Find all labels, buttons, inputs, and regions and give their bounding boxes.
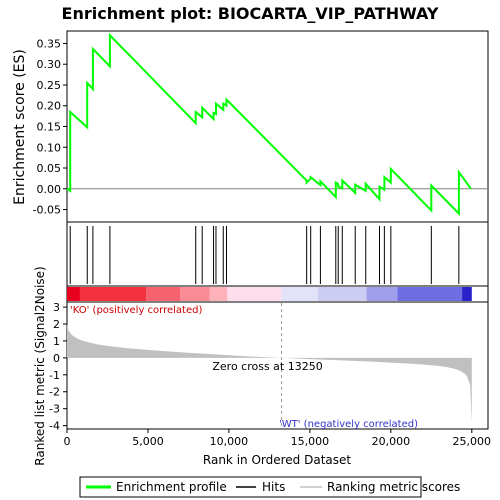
heat-bar-segment [462, 287, 472, 301]
x-axis: 0 5,000 10,000 15,000 20,000 25,000 [64, 429, 492, 448]
es-y-tick-label: 0.30 [37, 58, 62, 71]
metric-y-tick-label: 1 [53, 335, 60, 348]
metric-y-tick-label: -4 [49, 420, 60, 433]
heat-bar [67, 287, 472, 301]
es-y-tick-label: 0.20 [37, 100, 62, 113]
es-panel-frame [66, 30, 489, 223]
x-tick-label: 15,000 [291, 435, 330, 448]
legend-label-enrichment: Enrichment profile [116, 480, 227, 494]
es-y-axis-title: Enrichment score (ES) [12, 49, 28, 205]
es-y-axis: -0.05 0.00 0.05 0.10 0.15 0.20 0.25 0.30 0.35 [33, 37, 67, 217]
positive-label: 'KO' (positively correlated) [70, 305, 202, 316]
zero-cross-label: Zero cross at 13250 [212, 360, 322, 373]
metric-y-tick-label: 0 [53, 352, 60, 365]
hit-markers [69, 226, 460, 284]
metric-y-axis-title: Ranked list metric (Signal2Noise) [33, 266, 47, 465]
negative-label: 'WT' (negatively correlated) [279, 419, 418, 430]
x-tick-label: 5,000 [132, 435, 164, 448]
es-y-tick-label: 0.25 [37, 79, 62, 92]
es-y-tick-label: 0.00 [37, 183, 62, 196]
metric-y-tick-label: -3 [49, 403, 60, 416]
metric-y-tick-label: 3 [53, 301, 60, 314]
metric-y-tick-label: -2 [49, 386, 60, 399]
heat-bar-panel [66, 285, 489, 303]
es-y-tick-label: 0.10 [37, 141, 62, 154]
heat-bar-segment [281, 287, 318, 301]
chart-title: Enrichment plot: BIOCARTA_VIP_PATHWAY [62, 4, 439, 23]
x-axis-title: Rank in Ordered Dataset [203, 453, 351, 467]
heat-bar-segment [79, 287, 147, 301]
hits-panel [66, 221, 489, 287]
legend-label-hits: Hits [262, 480, 285, 494]
x-tick-label: 25,000 [453, 435, 492, 448]
legend: Enrichment profile Hits Ranking metric s… [79, 476, 460, 498]
heat-bar-segment [397, 287, 463, 301]
metric-y-axis: 3 2 1 0 -1 -2 -3 -4 [49, 301, 67, 433]
x-tick-label: 0 [64, 435, 71, 448]
heat-bar-segment [209, 287, 228, 301]
es-y-tick-label: 0.35 [37, 37, 62, 50]
metric-panel-frame [66, 301, 489, 430]
es-y-tick-label: 0.05 [37, 162, 62, 175]
metric-y-tick-label: -1 [49, 369, 60, 382]
es-y-tick-label: 0.15 [37, 121, 62, 134]
heat-bar-segment [317, 287, 367, 301]
heat-bar-segment [180, 287, 210, 301]
es-y-tick-label: -0.05 [33, 204, 61, 217]
legend-label-metric: Ranking metric scores [327, 480, 460, 494]
es-panel: -0.05 0.00 0.05 0.10 0.15 0.20 0.25 0.30 0.35 [33, 30, 489, 223]
heat-bar-segment [146, 287, 181, 301]
heat-bar-segment [227, 287, 282, 301]
heat-bar-segment [366, 287, 398, 301]
metric-y-tick-label: 2 [53, 318, 60, 331]
metric-panel: Zero cross at 13250 'KO' (positively cor… [49, 301, 489, 433]
hits-panel-frame [66, 221, 489, 287]
enrichment-profile-line [66, 32, 472, 217]
x-tick-label: 10,000 [210, 435, 249, 448]
heat-bar-segment [67, 287, 80, 301]
x-tick-label: 20,000 [372, 435, 411, 448]
